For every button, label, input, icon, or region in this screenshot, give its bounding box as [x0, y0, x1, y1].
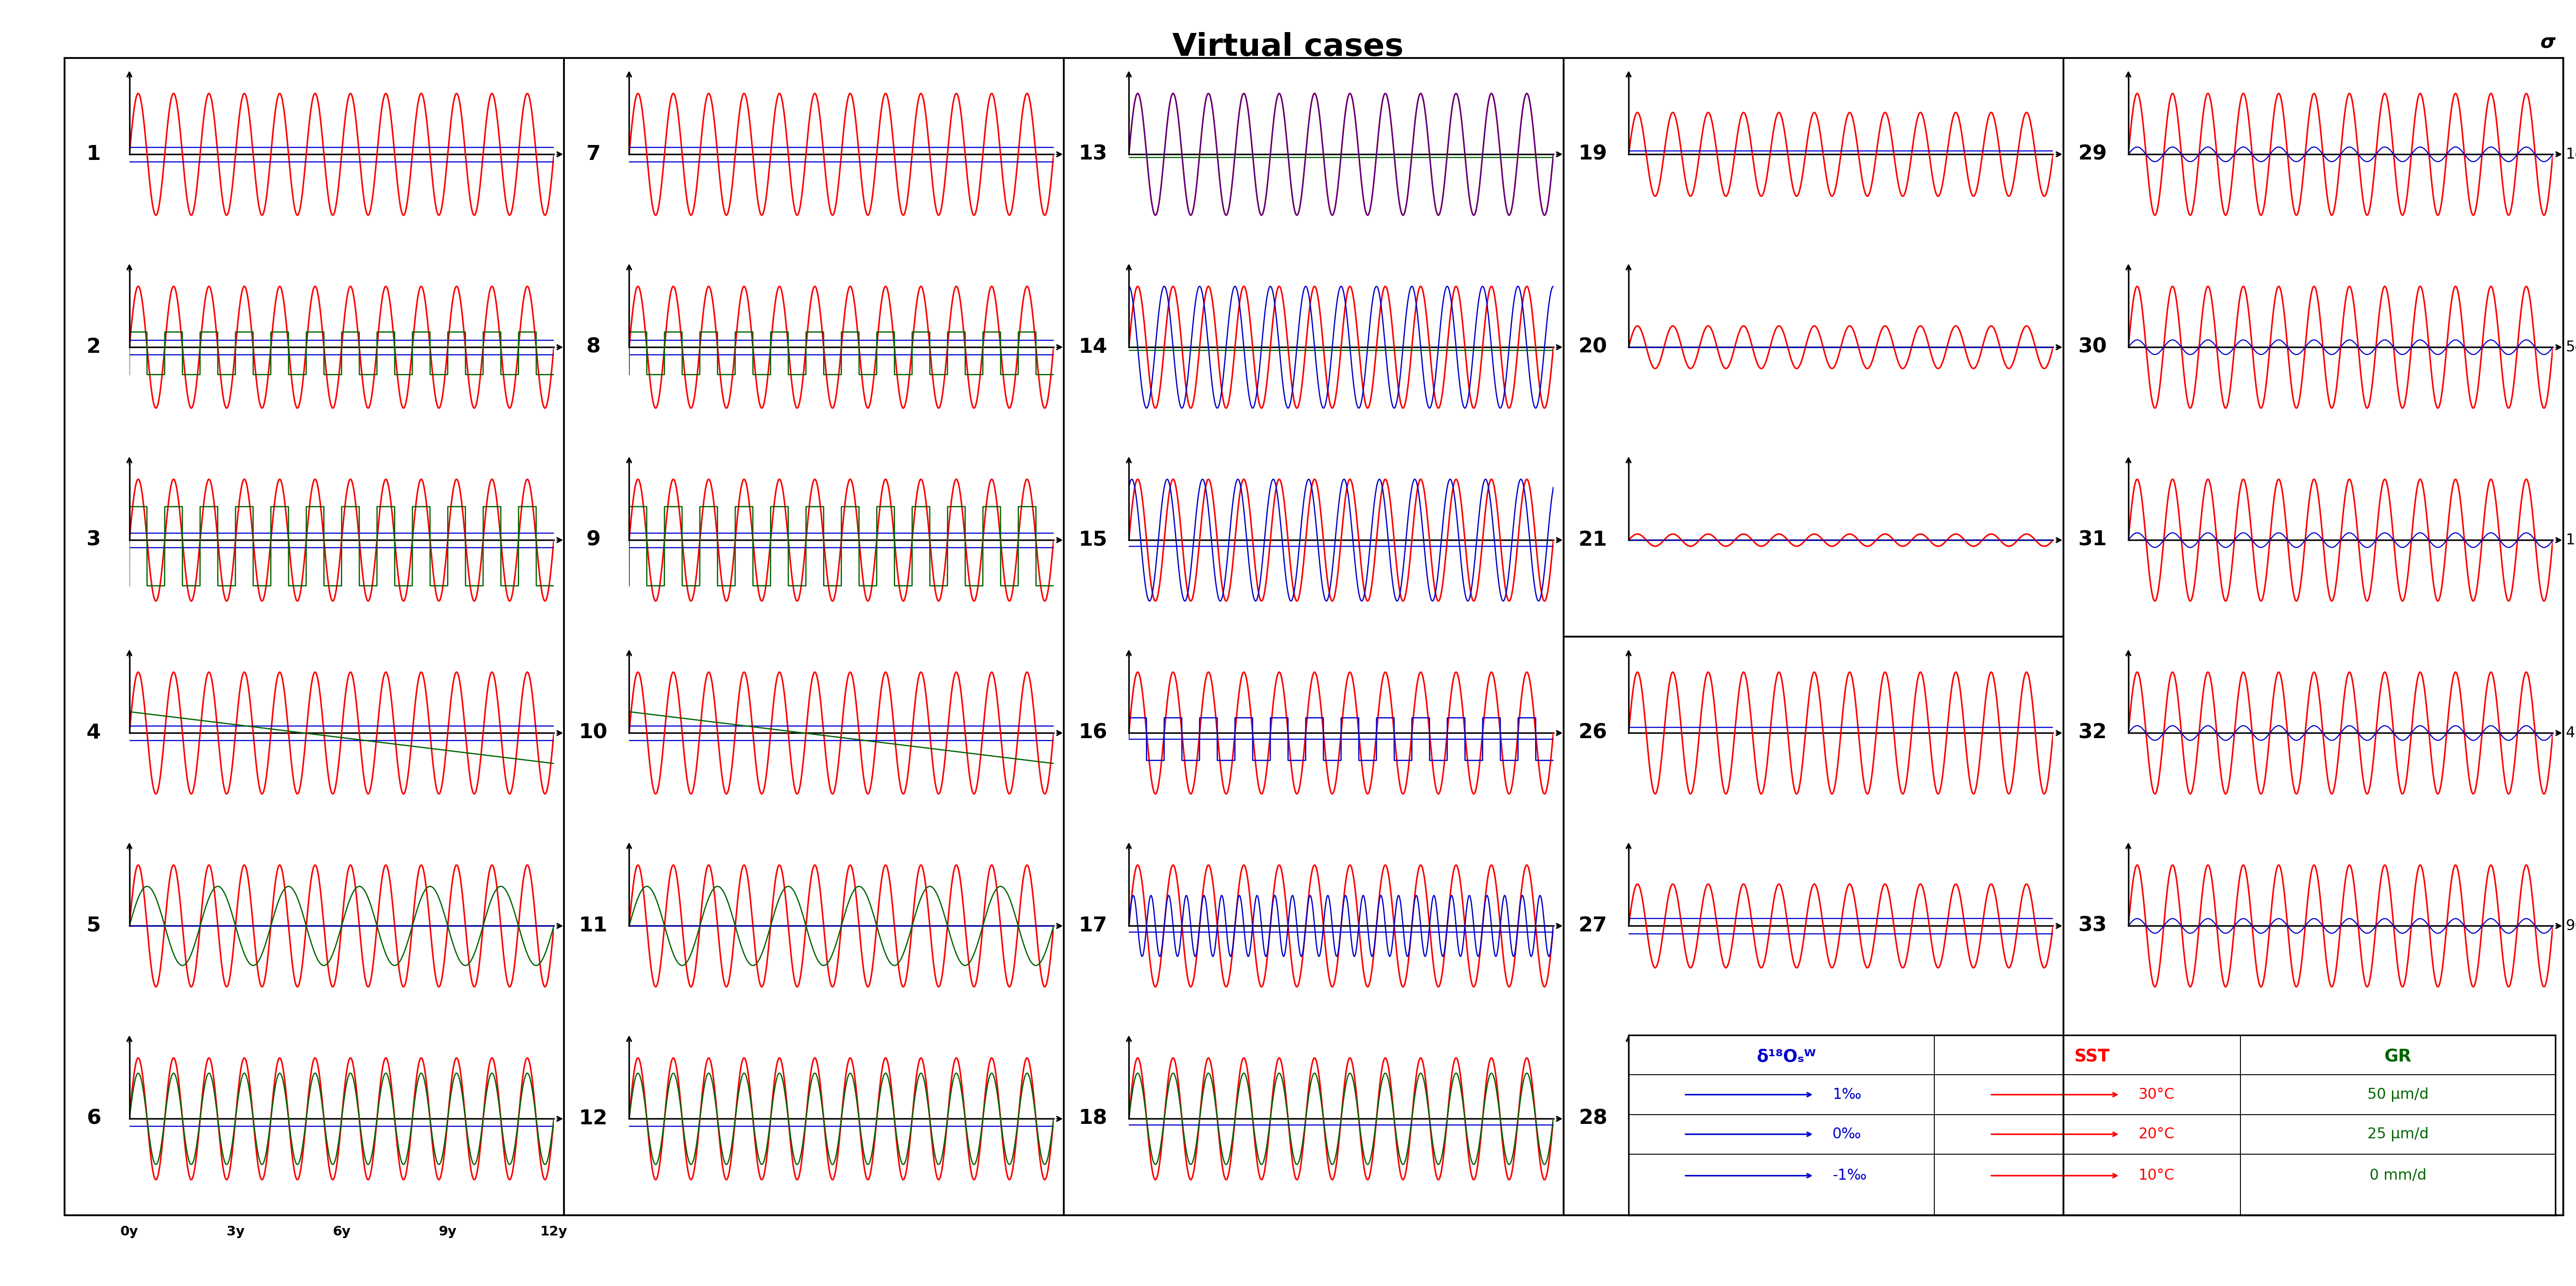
Text: 10°C: 10°C	[2138, 1169, 2174, 1183]
Text: 7: 7	[587, 144, 600, 165]
Text: 27: 27	[1579, 916, 1607, 936]
Text: 12: 12	[580, 1109, 608, 1129]
Text: 32: 32	[2079, 723, 2107, 743]
Text: 1d: 1d	[2566, 147, 2576, 162]
Text: 26: 26	[1579, 723, 1607, 743]
Text: 45d: 45d	[2566, 725, 2576, 741]
Text: 0‰: 0‰	[1832, 1127, 1862, 1142]
Text: 6y: 6y	[332, 1226, 350, 1238]
Text: 33: 33	[2079, 916, 2107, 936]
Text: 9: 9	[587, 530, 600, 550]
Text: GR: GR	[2385, 1048, 2411, 1065]
Text: 5: 5	[88, 916, 100, 936]
Text: 10: 10	[580, 723, 608, 743]
Text: 20: 20	[1579, 337, 1607, 358]
Text: 6: 6	[88, 1109, 100, 1129]
Text: δ¹⁸Oₛᵂ: δ¹⁸Oₛᵂ	[1757, 1048, 1816, 1065]
Text: 29: 29	[2079, 144, 2107, 165]
Text: 30°C: 30°C	[2138, 1088, 2174, 1102]
Text: 17: 17	[1079, 916, 1108, 936]
Text: σ: σ	[2540, 32, 2555, 51]
Text: Virtual cases: Virtual cases	[1172, 32, 1404, 63]
Text: 3y: 3y	[227, 1226, 245, 1238]
Text: 15: 15	[1079, 530, 1108, 550]
Text: 28: 28	[1579, 1109, 1607, 1129]
Text: 21: 21	[1579, 530, 1607, 550]
Text: 8: 8	[587, 337, 600, 358]
Text: 0y: 0y	[121, 1226, 139, 1238]
Text: 12y: 12y	[541, 1226, 567, 1238]
Text: 14: 14	[1079, 337, 1108, 358]
Text: 11: 11	[580, 916, 608, 936]
Text: 0 mm/d: 0 mm/d	[2370, 1169, 2427, 1183]
Text: 15d: 15d	[2566, 532, 2576, 548]
Text: 13: 13	[1079, 144, 1108, 165]
Text: 18: 18	[1079, 1109, 1108, 1129]
Text: 9y: 9y	[438, 1226, 456, 1238]
Text: SST: SST	[2074, 1048, 2110, 1065]
Text: 25 μm/d: 25 μm/d	[2367, 1127, 2429, 1142]
Text: 1‰: 1‰	[1832, 1088, 1862, 1102]
Text: 30: 30	[2079, 337, 2107, 358]
Text: 16: 16	[1079, 723, 1108, 743]
Text: 2: 2	[88, 337, 100, 358]
Text: 31: 31	[2079, 530, 2107, 550]
Text: 19: 19	[1579, 144, 1607, 165]
Text: 50 μm/d: 50 μm/d	[2367, 1088, 2429, 1102]
Text: 3: 3	[88, 530, 100, 550]
Text: 1: 1	[88, 144, 100, 165]
Text: -1‰: -1‰	[1832, 1169, 1868, 1183]
Text: 4: 4	[88, 723, 100, 743]
Text: 20°C: 20°C	[2138, 1127, 2174, 1142]
Text: 90d: 90d	[2566, 918, 2576, 934]
Text: 5d: 5d	[2566, 340, 2576, 355]
